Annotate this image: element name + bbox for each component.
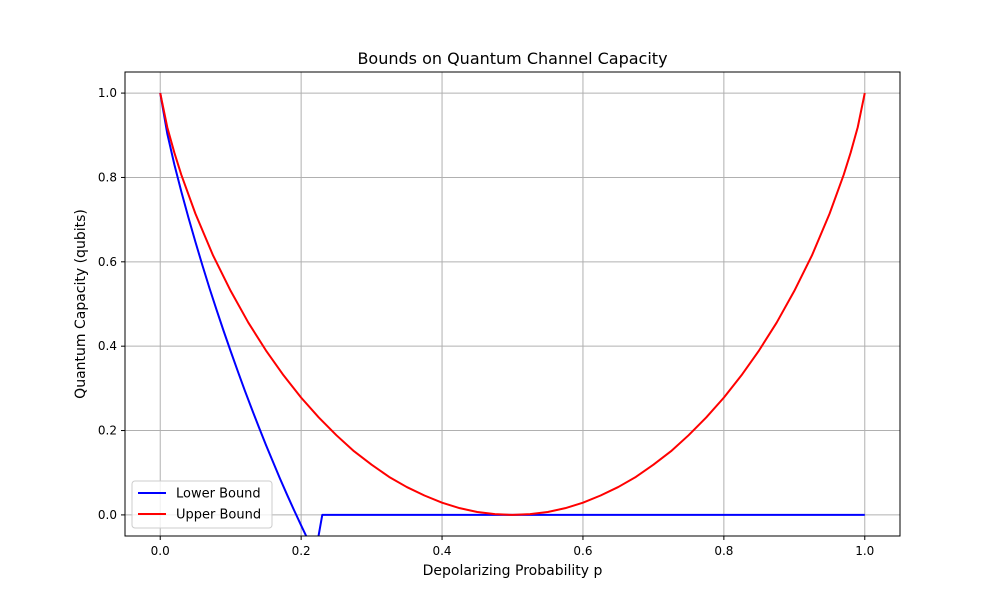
- y-tick-label: 0.2: [98, 424, 117, 438]
- x-tick-label: 0.8: [714, 544, 733, 558]
- y-tick-label: 0.4: [98, 339, 117, 353]
- legend-label-lower-bound: Lower Bound: [176, 487, 261, 502]
- x-tick-label: 0.2: [292, 544, 311, 558]
- x-tick-label: 0.0: [151, 544, 170, 558]
- x-tick-label: 1.0: [855, 544, 874, 558]
- legend-box: [131, 480, 273, 529]
- series-layer: [159, 92, 866, 536]
- y-tick-label: 1.0: [98, 86, 117, 100]
- legend: Lower Bound Upper Bound: [131, 480, 273, 529]
- x-axis-label: Depolarizing Probability p: [423, 563, 603, 579]
- x-axis-ticks: 0.0 0.2 0.4 0.6 0.8 1.0: [151, 536, 874, 558]
- y-axis-label: Quantum Capacity (qubits): [73, 209, 89, 399]
- y-tick-label: 0.0: [98, 508, 117, 522]
- plot-frame: [124, 71, 901, 537]
- plot-background: [125, 72, 900, 536]
- y-tick-label: 0.6: [98, 255, 117, 269]
- series-line-upper-bound: [159, 92, 866, 516]
- y-tick-label: 0.8: [98, 170, 117, 184]
- legend-label-upper-bound: Upper Bound: [176, 508, 261, 523]
- x-tick-label: 0.4: [432, 544, 451, 558]
- chart-title: Bounds on Quantum Channel Capacity: [357, 49, 667, 68]
- x-tick-label: 0.6: [573, 544, 592, 558]
- y-axis-ticks: 0.0 0.2 0.4 0.6 0.8 1.0: [98, 86, 125, 522]
